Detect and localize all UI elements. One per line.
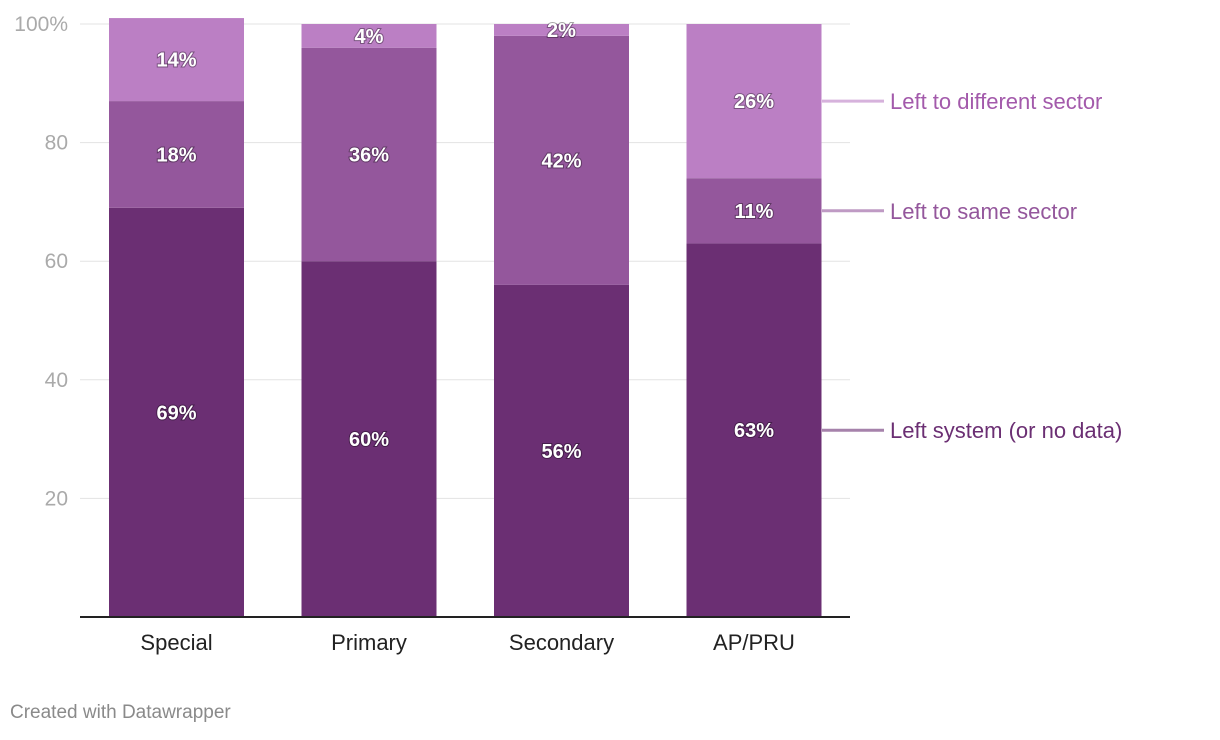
x-category-label: Special: [140, 630, 212, 655]
x-category-label: AP/PRU: [713, 630, 795, 655]
bar-value-label: 4%: [355, 26, 384, 48]
bar-segment: [109, 101, 244, 208]
bar-segment: [686, 243, 822, 617]
bar-value-label: 69%: [156, 402, 196, 424]
x-axis: Special Primary Secondary AP/PRU: [140, 630, 795, 655]
bar-value-label: 18%: [156, 144, 196, 166]
credit-text: Created with Datawrapper: [10, 702, 231, 723]
bar-value-label: 42%: [541, 150, 581, 172]
bar-segment: [109, 207, 244, 617]
bar-value-label: 2%: [547, 20, 576, 42]
legend: Left system (or no data) Left to same sec…: [822, 89, 1122, 443]
bar-value-label: 56%: [541, 441, 581, 463]
x-category-label: Primary: [331, 630, 407, 655]
bar-segment: [109, 18, 244, 102]
y-axis: 100% 80 60 40 20: [14, 13, 68, 510]
y-tick-label: 20: [45, 487, 68, 510]
y-tick-label: 40: [45, 369, 68, 392]
bar-segment: [494, 24, 629, 36]
bar-value-label: 36%: [349, 144, 389, 166]
bar-segment: [301, 261, 437, 617]
bar-value-label: 60%: [349, 429, 389, 451]
y-tick-label: 100%: [14, 13, 68, 36]
bar-value-label: 11%: [735, 201, 774, 223]
bar-segment: [301, 24, 437, 48]
stacked-bar-chart: 100% 80 60 40 20 69% 18% 14% 60% 36% 4% 56% 42% 2% 63…: [14, 13, 1122, 655]
legend-label: Left to different sector: [890, 89, 1102, 114]
bar-value-label: 63%: [734, 420, 774, 442]
legend-label: Left system (or no data): [890, 418, 1122, 443]
y-tick-label: 80: [45, 132, 68, 155]
legend-label: Left to same sector: [890, 199, 1077, 224]
bar-segment: [686, 24, 822, 179]
bar-segment: [494, 35, 629, 285]
bar-value-label: 14%: [156, 50, 196, 72]
y-tick-label: 60: [45, 250, 68, 273]
x-category-label: Secondary: [509, 630, 614, 655]
bar-segment: [494, 284, 629, 617]
bars: [109, 18, 822, 617]
bar-segment: [686, 178, 822, 244]
bar-segment: [301, 47, 437, 262]
bar-labels: 69% 18% 14% 60% 36% 4% 56% 42% 2% 63% 11% 26%: [155, 19, 775, 464]
bar-value-label: 26%: [734, 91, 774, 113]
